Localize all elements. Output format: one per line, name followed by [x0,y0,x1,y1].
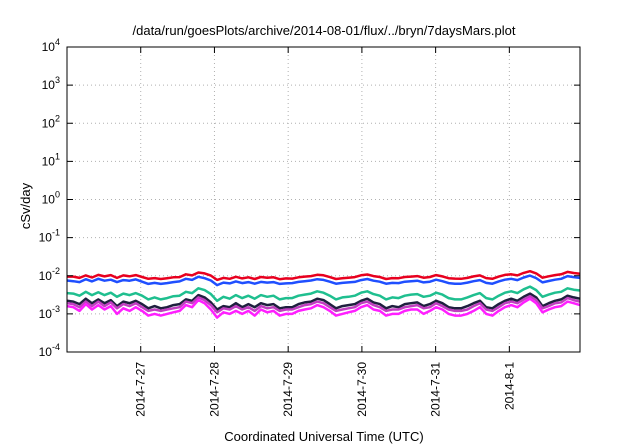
y-tick-label: 10-4 [39,342,60,359]
series-line-2 [66,274,581,287]
y-tick-label: 101 [42,151,60,168]
series-line-4 [66,292,581,311]
chart-title: /data/run/goesPlots/archive/2014-08-01/f… [133,23,516,38]
y-tick-label: 103 [42,75,60,92]
series-line-5 [66,294,581,314]
series-line-6 [66,297,581,319]
y-tick-label: 10-1 [39,228,60,245]
x-ticks: 2014-7-27 2014-7-28 2014-7-29 2014-7-30 2014… [134,47,516,417]
x-tick-label: 2014-7-31 [429,362,443,417]
series-line-1 [67,269,581,282]
series-lines [66,269,581,319]
x-tick-label: 2014-7-27 [134,362,148,417]
series-line-3 [66,285,581,303]
y-axis-label: cSv/day [18,182,33,229]
y-tick-label: 100 [42,190,60,207]
x-tick-label: 2014-7-28 [207,362,221,417]
x-tick-label: 2014-7-30 [355,362,369,417]
y-tick-label: 102 [42,113,60,130]
x-tick-label: 2014-7-29 [281,362,295,417]
x-axis-label: Coordinated Universal Time (UTC) [224,429,423,444]
y-ticks: 10-4 10-3 10-2 10-1 100 101 102 103 104 [39,37,580,359]
y-tick-label: 10-2 [39,266,60,283]
y-tick-label: 10-3 [39,304,60,321]
y-tick-label: 104 [42,37,60,54]
x-tick-label: 2014-8-1 [502,362,516,410]
